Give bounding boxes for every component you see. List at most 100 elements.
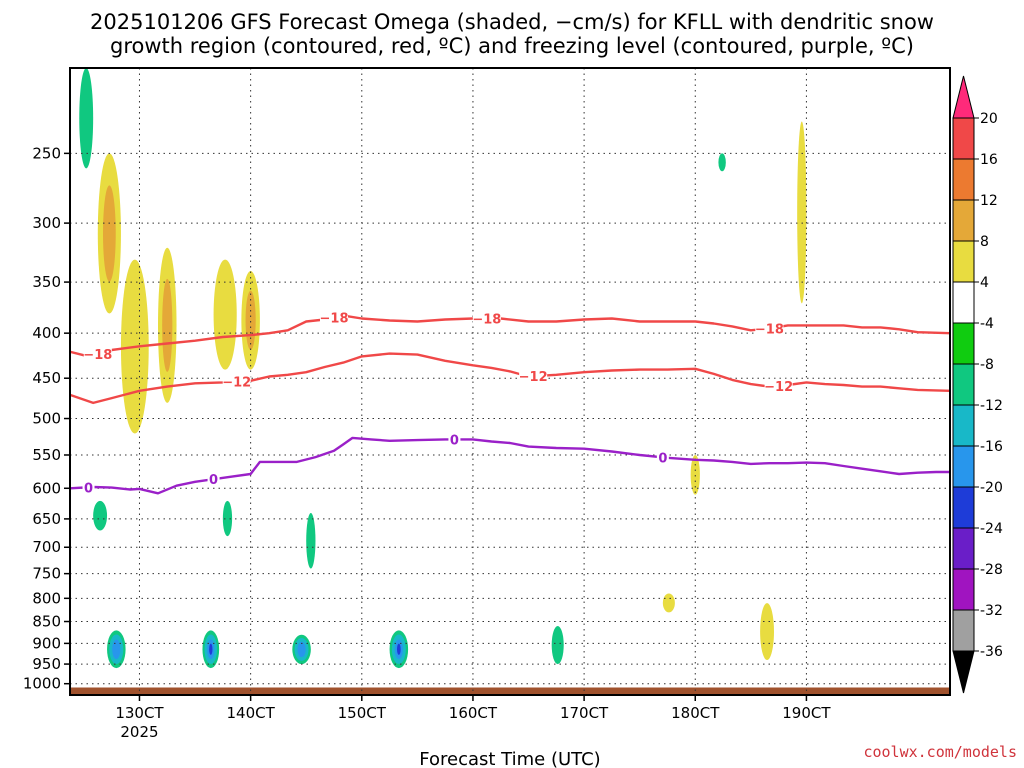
contour-label: −12 bbox=[764, 380, 793, 395]
y-tick-label: 600 bbox=[32, 479, 61, 497]
colorbar-label: 8 bbox=[980, 234, 989, 250]
contour-label-bg bbox=[755, 321, 784, 336]
colorbar-label: -28 bbox=[980, 562, 1003, 578]
contour-label: −18 bbox=[755, 322, 784, 337]
ground-surface bbox=[70, 687, 950, 695]
contour-label-bg bbox=[82, 480, 95, 495]
y-tick-label: 300 bbox=[32, 214, 61, 232]
contour-line bbox=[70, 436, 950, 495]
colorbar-box bbox=[952, 199, 975, 242]
x-tick-label: 160CT bbox=[449, 704, 498, 722]
omega-cell bbox=[718, 153, 726, 172]
y-tick-label: 500 bbox=[32, 410, 61, 428]
colorbar-box bbox=[952, 117, 975, 160]
colorbar-label: -16 bbox=[980, 439, 1003, 455]
omega-cell bbox=[662, 593, 675, 613]
contour-label: 0 bbox=[658, 451, 667, 466]
omega-cell bbox=[222, 500, 233, 537]
colorbar-label: -4 bbox=[980, 316, 994, 332]
colorbar-label: 20 bbox=[980, 111, 998, 127]
contour-label-bg bbox=[320, 310, 348, 325]
x-tick-year: 2025 bbox=[120, 723, 158, 741]
colorbar-box bbox=[952, 281, 975, 324]
omega-cell-inner bbox=[112, 639, 121, 660]
colorbar-label: 16 bbox=[980, 152, 998, 168]
colorbar-label: -12 bbox=[980, 398, 1003, 414]
title-line-2: growth region (contoured, red, ºC) and f… bbox=[110, 34, 914, 58]
colorbar-label: 12 bbox=[980, 193, 998, 209]
x-tick-label: 130CT bbox=[115, 704, 164, 722]
plot-frame bbox=[69, 67, 951, 696]
x-tick-label: 150CT bbox=[338, 704, 387, 722]
omega-cell bbox=[213, 259, 237, 370]
contour-label: 0 bbox=[450, 433, 459, 448]
omega-cell-inner bbox=[162, 278, 173, 372]
colorbar-box bbox=[952, 158, 975, 201]
isotherm-contours: −18 −18 −18 −18 −12 −12 −12 0 0 0 0 bbox=[70, 310, 950, 496]
y-tick-label: 400 bbox=[32, 324, 61, 342]
contour-label: −12 bbox=[222, 376, 251, 391]
x-tick-label: 190CT bbox=[782, 704, 831, 722]
contour-label-bg bbox=[222, 374, 251, 389]
colorbar-label: -24 bbox=[980, 521, 1003, 537]
omega-cell-core bbox=[396, 643, 401, 655]
contour-label-bg bbox=[207, 472, 220, 487]
omega-cell bbox=[690, 454, 700, 495]
omega-cell bbox=[760, 603, 774, 661]
colorbar-label: -20 bbox=[980, 480, 1003, 496]
colorbar-label: -32 bbox=[980, 603, 1003, 619]
contour-label-bg bbox=[656, 450, 669, 465]
omega-cell-inner bbox=[103, 185, 116, 282]
contour-label: −12 bbox=[519, 370, 548, 385]
site-credit: coolwx.com/models bbox=[863, 743, 1017, 761]
contour-label-bg bbox=[83, 346, 112, 361]
x-tick-label: 170CT bbox=[560, 704, 609, 722]
y-tick-label: 350 bbox=[32, 273, 61, 291]
colorbar-box bbox=[952, 568, 975, 611]
y-tick-label: 650 bbox=[32, 510, 61, 528]
y-tick-label: 250 bbox=[32, 144, 61, 162]
colorbar-box bbox=[952, 322, 975, 365]
colorbar-box bbox=[952, 609, 975, 652]
colorbar-label: -8 bbox=[980, 357, 994, 373]
contour-line bbox=[70, 314, 950, 358]
colorbar-box bbox=[952, 363, 975, 406]
contour-label-bg bbox=[448, 432, 461, 447]
colorbar-box bbox=[952, 527, 975, 570]
y-tick-label: 750 bbox=[32, 565, 61, 583]
pressure-axis: 250 300 350 400 450 500 550 600 650 700 750 800 850 9… bbox=[23, 144, 70, 693]
contour-label: −18 bbox=[320, 312, 349, 327]
omega-cell bbox=[93, 500, 108, 531]
x-axis-label: Forecast Time (UTC) bbox=[419, 749, 600, 768]
omega-colorbar: 20 16 12 8 4 -4 -8 -12 -16 -20 -24 -28 -32 -36 bbox=[952, 75, 1003, 694]
colorbar-box bbox=[952, 445, 975, 488]
x-tick-label: 140CT bbox=[226, 704, 275, 722]
y-tick-label: 1000 bbox=[23, 675, 61, 693]
colorbar-bottom-arrow bbox=[952, 650, 975, 694]
omega-cell bbox=[306, 512, 316, 569]
y-tick-label: 900 bbox=[32, 634, 61, 652]
omega-cell bbox=[797, 121, 807, 304]
omega-cell-core bbox=[209, 643, 213, 655]
omega-cell-inner bbox=[297, 641, 306, 658]
colorbar-box bbox=[952, 240, 975, 283]
y-tick-label: 450 bbox=[32, 369, 61, 387]
contour-label: −18 bbox=[83, 348, 112, 363]
colorbar-top-arrow bbox=[952, 75, 975, 119]
y-tick-label: 550 bbox=[32, 446, 61, 464]
contour-label: 0 bbox=[209, 473, 218, 488]
contour-label-bg bbox=[764, 378, 793, 393]
y-tick-label: 700 bbox=[32, 538, 61, 556]
x-tick-label: 180CT bbox=[671, 704, 720, 722]
contour-label-bg bbox=[472, 311, 501, 326]
ground-fill bbox=[70, 687, 950, 695]
colorbar-label: -36 bbox=[980, 644, 1003, 660]
plot-area bbox=[70, 68, 950, 695]
y-tick-label: 800 bbox=[32, 589, 61, 607]
y-tick-label: 950 bbox=[32, 655, 61, 673]
omega-cell bbox=[551, 625, 564, 665]
contour-label-bg bbox=[519, 369, 548, 384]
title-line-1: 2025101206 GFS Forecast Omega (shaded, −… bbox=[90, 10, 934, 34]
